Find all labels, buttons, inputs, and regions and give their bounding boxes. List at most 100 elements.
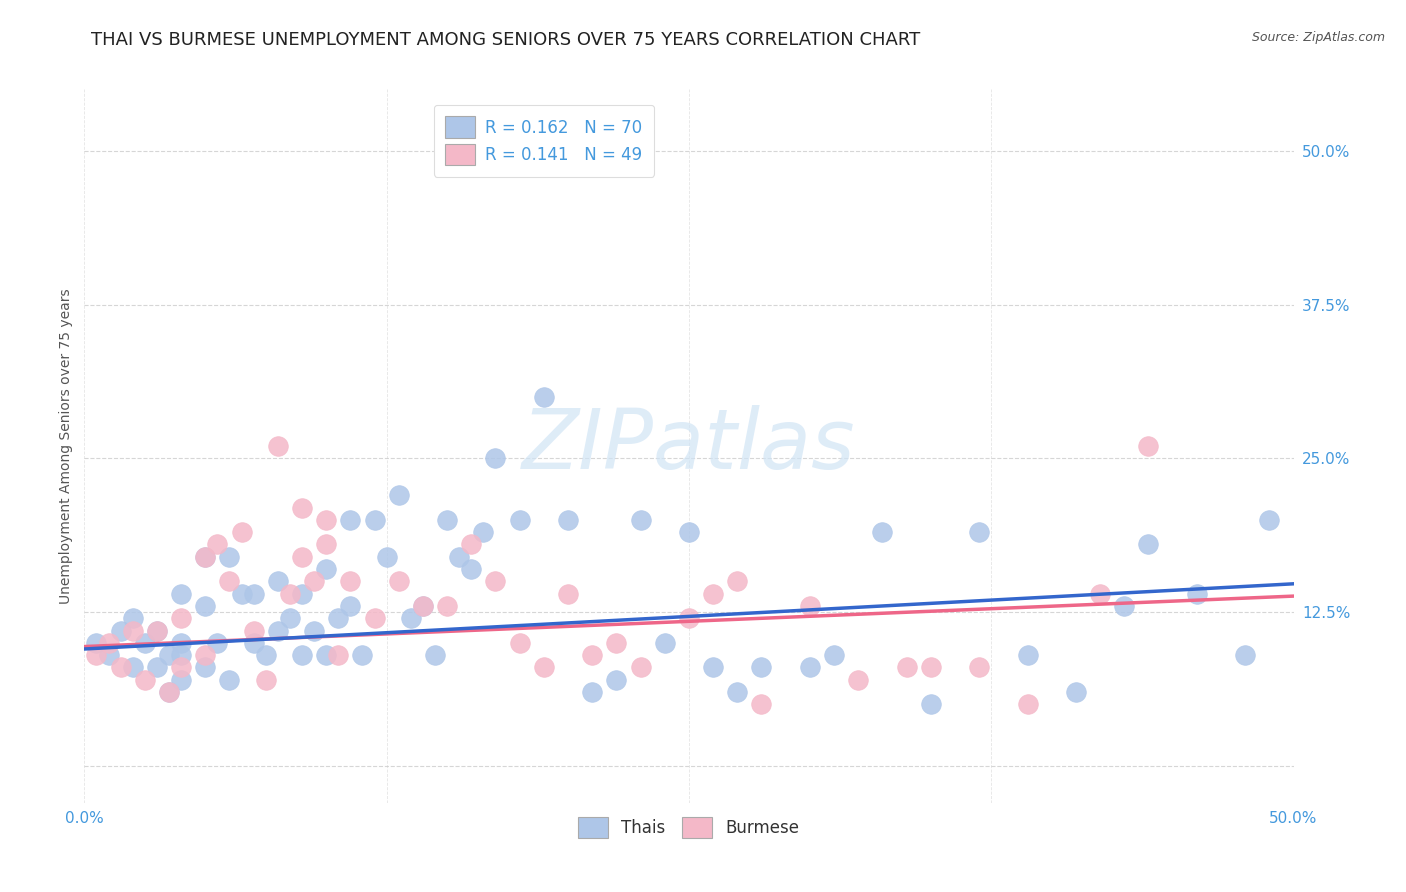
Point: [157, 685, 180, 699]
Point: [194, 648, 217, 662]
Point: [146, 660, 169, 674]
Point: [1258, 513, 1281, 527]
Point: [121, 611, 143, 625]
Point: [207, 537, 229, 551]
Text: ZIPatlas: ZIPatlas: [522, 406, 856, 486]
Point: [1137, 537, 1160, 551]
Point: [702, 660, 724, 674]
Point: [678, 525, 700, 540]
Point: [242, 624, 264, 638]
Point: [157, 685, 180, 699]
Point: [218, 574, 240, 589]
Point: [630, 513, 652, 527]
Point: [278, 611, 301, 625]
Point: [110, 660, 132, 674]
Point: [352, 648, 374, 662]
Point: [460, 537, 482, 551]
Point: [472, 525, 495, 540]
Point: [315, 648, 337, 662]
Point: [751, 698, 773, 712]
Point: [121, 660, 143, 674]
Point: [267, 624, 290, 638]
Point: [799, 599, 821, 613]
Point: [339, 574, 361, 589]
Point: [134, 636, 156, 650]
Point: [630, 660, 652, 674]
Point: [86, 648, 108, 662]
Point: [194, 660, 217, 674]
Point: [920, 660, 942, 674]
Point: [218, 673, 240, 687]
Point: [146, 624, 169, 638]
Point: [97, 636, 120, 650]
Point: [218, 549, 240, 564]
Point: [872, 525, 894, 540]
Point: [1088, 587, 1111, 601]
Point: [557, 513, 579, 527]
Point: [134, 673, 156, 687]
Point: [170, 660, 193, 674]
Point: [1114, 599, 1136, 613]
Point: [399, 611, 422, 625]
Point: [146, 624, 169, 638]
Point: [302, 574, 325, 589]
Point: [412, 599, 434, 613]
Point: [121, 624, 143, 638]
Point: [254, 673, 277, 687]
Point: [315, 513, 337, 527]
Point: [896, 660, 918, 674]
Point: [267, 574, 290, 589]
Point: [967, 525, 990, 540]
Point: [1234, 648, 1257, 662]
Point: [194, 549, 217, 564]
Point: [725, 685, 748, 699]
Legend: Thais, Burmese: Thais, Burmese: [568, 806, 810, 848]
Point: [509, 636, 531, 650]
Point: [799, 660, 821, 674]
Point: [291, 549, 314, 564]
Point: [291, 648, 314, 662]
Point: [1064, 685, 1087, 699]
Point: [846, 673, 869, 687]
Point: [194, 549, 217, 564]
Point: [920, 698, 942, 712]
Point: [291, 500, 314, 515]
Point: [110, 624, 132, 638]
Point: [157, 648, 180, 662]
Point: [339, 599, 361, 613]
Point: [363, 513, 385, 527]
Point: [207, 636, 229, 650]
Point: [291, 587, 314, 601]
Point: [302, 624, 325, 638]
Point: [702, 587, 724, 601]
Point: [460, 562, 482, 576]
Point: [170, 648, 193, 662]
Point: [388, 574, 411, 589]
Point: [605, 673, 627, 687]
Point: [605, 636, 627, 650]
Point: [254, 648, 277, 662]
Point: [581, 648, 603, 662]
Point: [242, 636, 264, 650]
Text: THAI VS BURMESE UNEMPLOYMENT AMONG SENIORS OVER 75 YEARS CORRELATION CHART: THAI VS BURMESE UNEMPLOYMENT AMONG SENIO…: [91, 31, 921, 49]
Point: [363, 611, 385, 625]
Point: [533, 660, 555, 674]
Point: [654, 636, 676, 650]
Point: [170, 587, 193, 601]
Y-axis label: Unemployment Among Seniors over 75 years: Unemployment Among Seniors over 75 years: [59, 288, 73, 604]
Point: [484, 574, 506, 589]
Point: [484, 451, 506, 466]
Point: [423, 648, 446, 662]
Point: [1185, 587, 1208, 601]
Point: [533, 390, 555, 404]
Point: [231, 587, 253, 601]
Point: [170, 611, 193, 625]
Point: [436, 599, 458, 613]
Point: [751, 660, 773, 674]
Point: [1017, 648, 1039, 662]
Point: [412, 599, 434, 613]
Point: [328, 611, 350, 625]
Point: [436, 513, 458, 527]
Point: [170, 673, 193, 687]
Point: [278, 587, 301, 601]
